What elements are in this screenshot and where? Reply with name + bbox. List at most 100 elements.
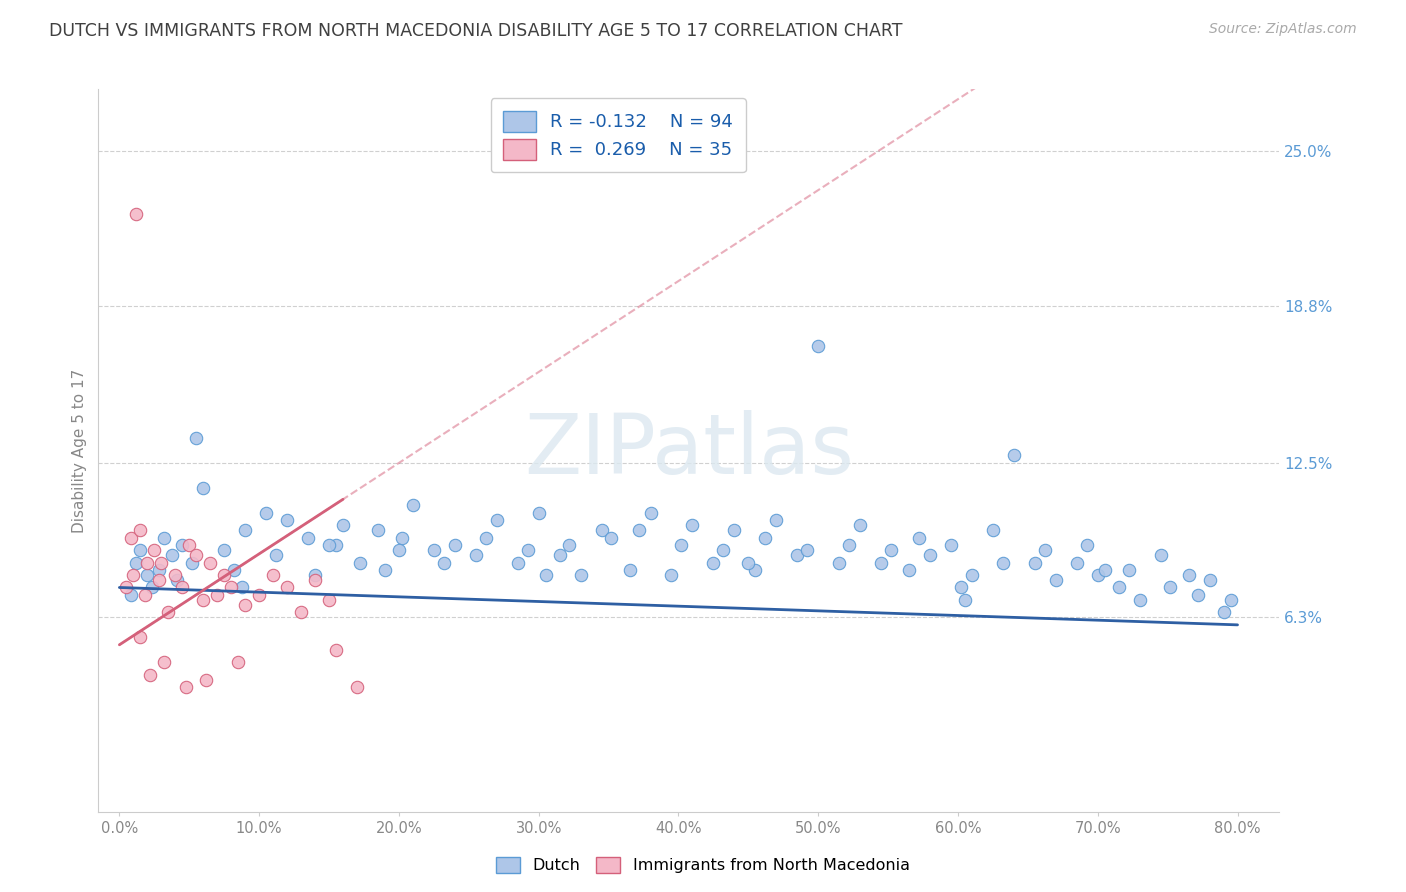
Point xyxy=(485,513,508,527)
Point xyxy=(233,523,256,537)
Point xyxy=(391,531,413,545)
Point xyxy=(870,556,893,570)
Point xyxy=(153,531,176,545)
Point xyxy=(332,518,354,533)
Point xyxy=(1150,548,1173,562)
Point xyxy=(125,207,148,221)
Point xyxy=(506,556,529,570)
Point xyxy=(1118,563,1140,577)
Point xyxy=(898,563,921,577)
Point xyxy=(233,598,256,612)
Point xyxy=(1076,538,1098,552)
Point xyxy=(226,655,249,669)
Point xyxy=(1177,568,1199,582)
Point xyxy=(166,573,188,587)
Point xyxy=(723,523,745,537)
Point xyxy=(129,523,152,537)
Point xyxy=(1108,581,1130,595)
Y-axis label: Disability Age 5 to 17: Disability Age 5 to 17 xyxy=(72,368,87,533)
Point xyxy=(139,667,162,681)
Point xyxy=(205,588,228,602)
Point xyxy=(212,568,235,582)
Point xyxy=(219,581,242,595)
Point xyxy=(960,568,983,582)
Point xyxy=(193,481,215,495)
Point xyxy=(290,606,312,620)
Point xyxy=(1024,556,1046,570)
Text: ZIPatlas: ZIPatlas xyxy=(524,410,853,491)
Point xyxy=(148,563,170,577)
Point xyxy=(276,581,298,595)
Point xyxy=(991,556,1014,570)
Point xyxy=(165,568,187,582)
Point xyxy=(179,538,201,552)
Point xyxy=(153,655,176,669)
Point xyxy=(129,543,152,558)
Point xyxy=(402,498,425,512)
Point xyxy=(1094,563,1116,577)
Point xyxy=(262,568,284,582)
Point xyxy=(212,543,235,558)
Point xyxy=(464,548,486,562)
Point xyxy=(640,506,662,520)
Point xyxy=(1198,573,1220,587)
Point xyxy=(681,518,703,533)
Point xyxy=(186,431,208,445)
Point xyxy=(150,556,173,570)
Point xyxy=(148,573,170,587)
Point xyxy=(172,581,194,595)
Point xyxy=(254,506,277,520)
Point xyxy=(628,523,651,537)
Point xyxy=(1002,449,1025,463)
Legend: R = -0.132    N = 94, R =  0.269    N = 35: R = -0.132 N = 94, R = 0.269 N = 35 xyxy=(491,98,745,172)
Point xyxy=(981,523,1004,537)
Point xyxy=(247,588,270,602)
Point xyxy=(374,563,396,577)
Point xyxy=(702,556,724,570)
Point xyxy=(388,543,411,558)
Point xyxy=(136,568,159,582)
Point xyxy=(325,642,347,657)
Point xyxy=(591,523,613,537)
Point xyxy=(297,531,319,545)
Point xyxy=(1087,568,1109,582)
Point xyxy=(1129,593,1152,607)
Point xyxy=(949,581,972,595)
Point xyxy=(711,543,734,558)
Point xyxy=(433,556,456,570)
Point xyxy=(1033,543,1056,558)
Point xyxy=(172,538,194,552)
Point xyxy=(129,630,152,644)
Point xyxy=(423,543,446,558)
Legend: Dutch, Immigrants from North Macedonia: Dutch, Immigrants from North Macedonia xyxy=(489,850,917,880)
Point xyxy=(786,548,808,562)
Point xyxy=(318,593,340,607)
Point xyxy=(181,556,204,570)
Point xyxy=(828,556,851,570)
Point xyxy=(231,581,253,595)
Point xyxy=(534,568,557,582)
Point xyxy=(176,680,198,694)
Point xyxy=(918,548,941,562)
Point xyxy=(661,568,683,582)
Point xyxy=(880,543,903,558)
Point xyxy=(318,538,340,552)
Point xyxy=(276,513,298,527)
Point xyxy=(134,588,156,602)
Point xyxy=(304,573,326,587)
Point xyxy=(193,593,215,607)
Point xyxy=(953,593,976,607)
Point xyxy=(558,538,581,552)
Point xyxy=(1219,593,1241,607)
Point xyxy=(939,538,962,552)
Point xyxy=(195,673,218,687)
Point xyxy=(120,531,142,545)
Point xyxy=(346,680,368,694)
Point xyxy=(1066,556,1088,570)
Point xyxy=(474,531,496,545)
Point xyxy=(671,538,693,552)
Point xyxy=(264,548,287,562)
Point xyxy=(527,506,550,520)
Point xyxy=(122,568,145,582)
Point xyxy=(115,581,138,595)
